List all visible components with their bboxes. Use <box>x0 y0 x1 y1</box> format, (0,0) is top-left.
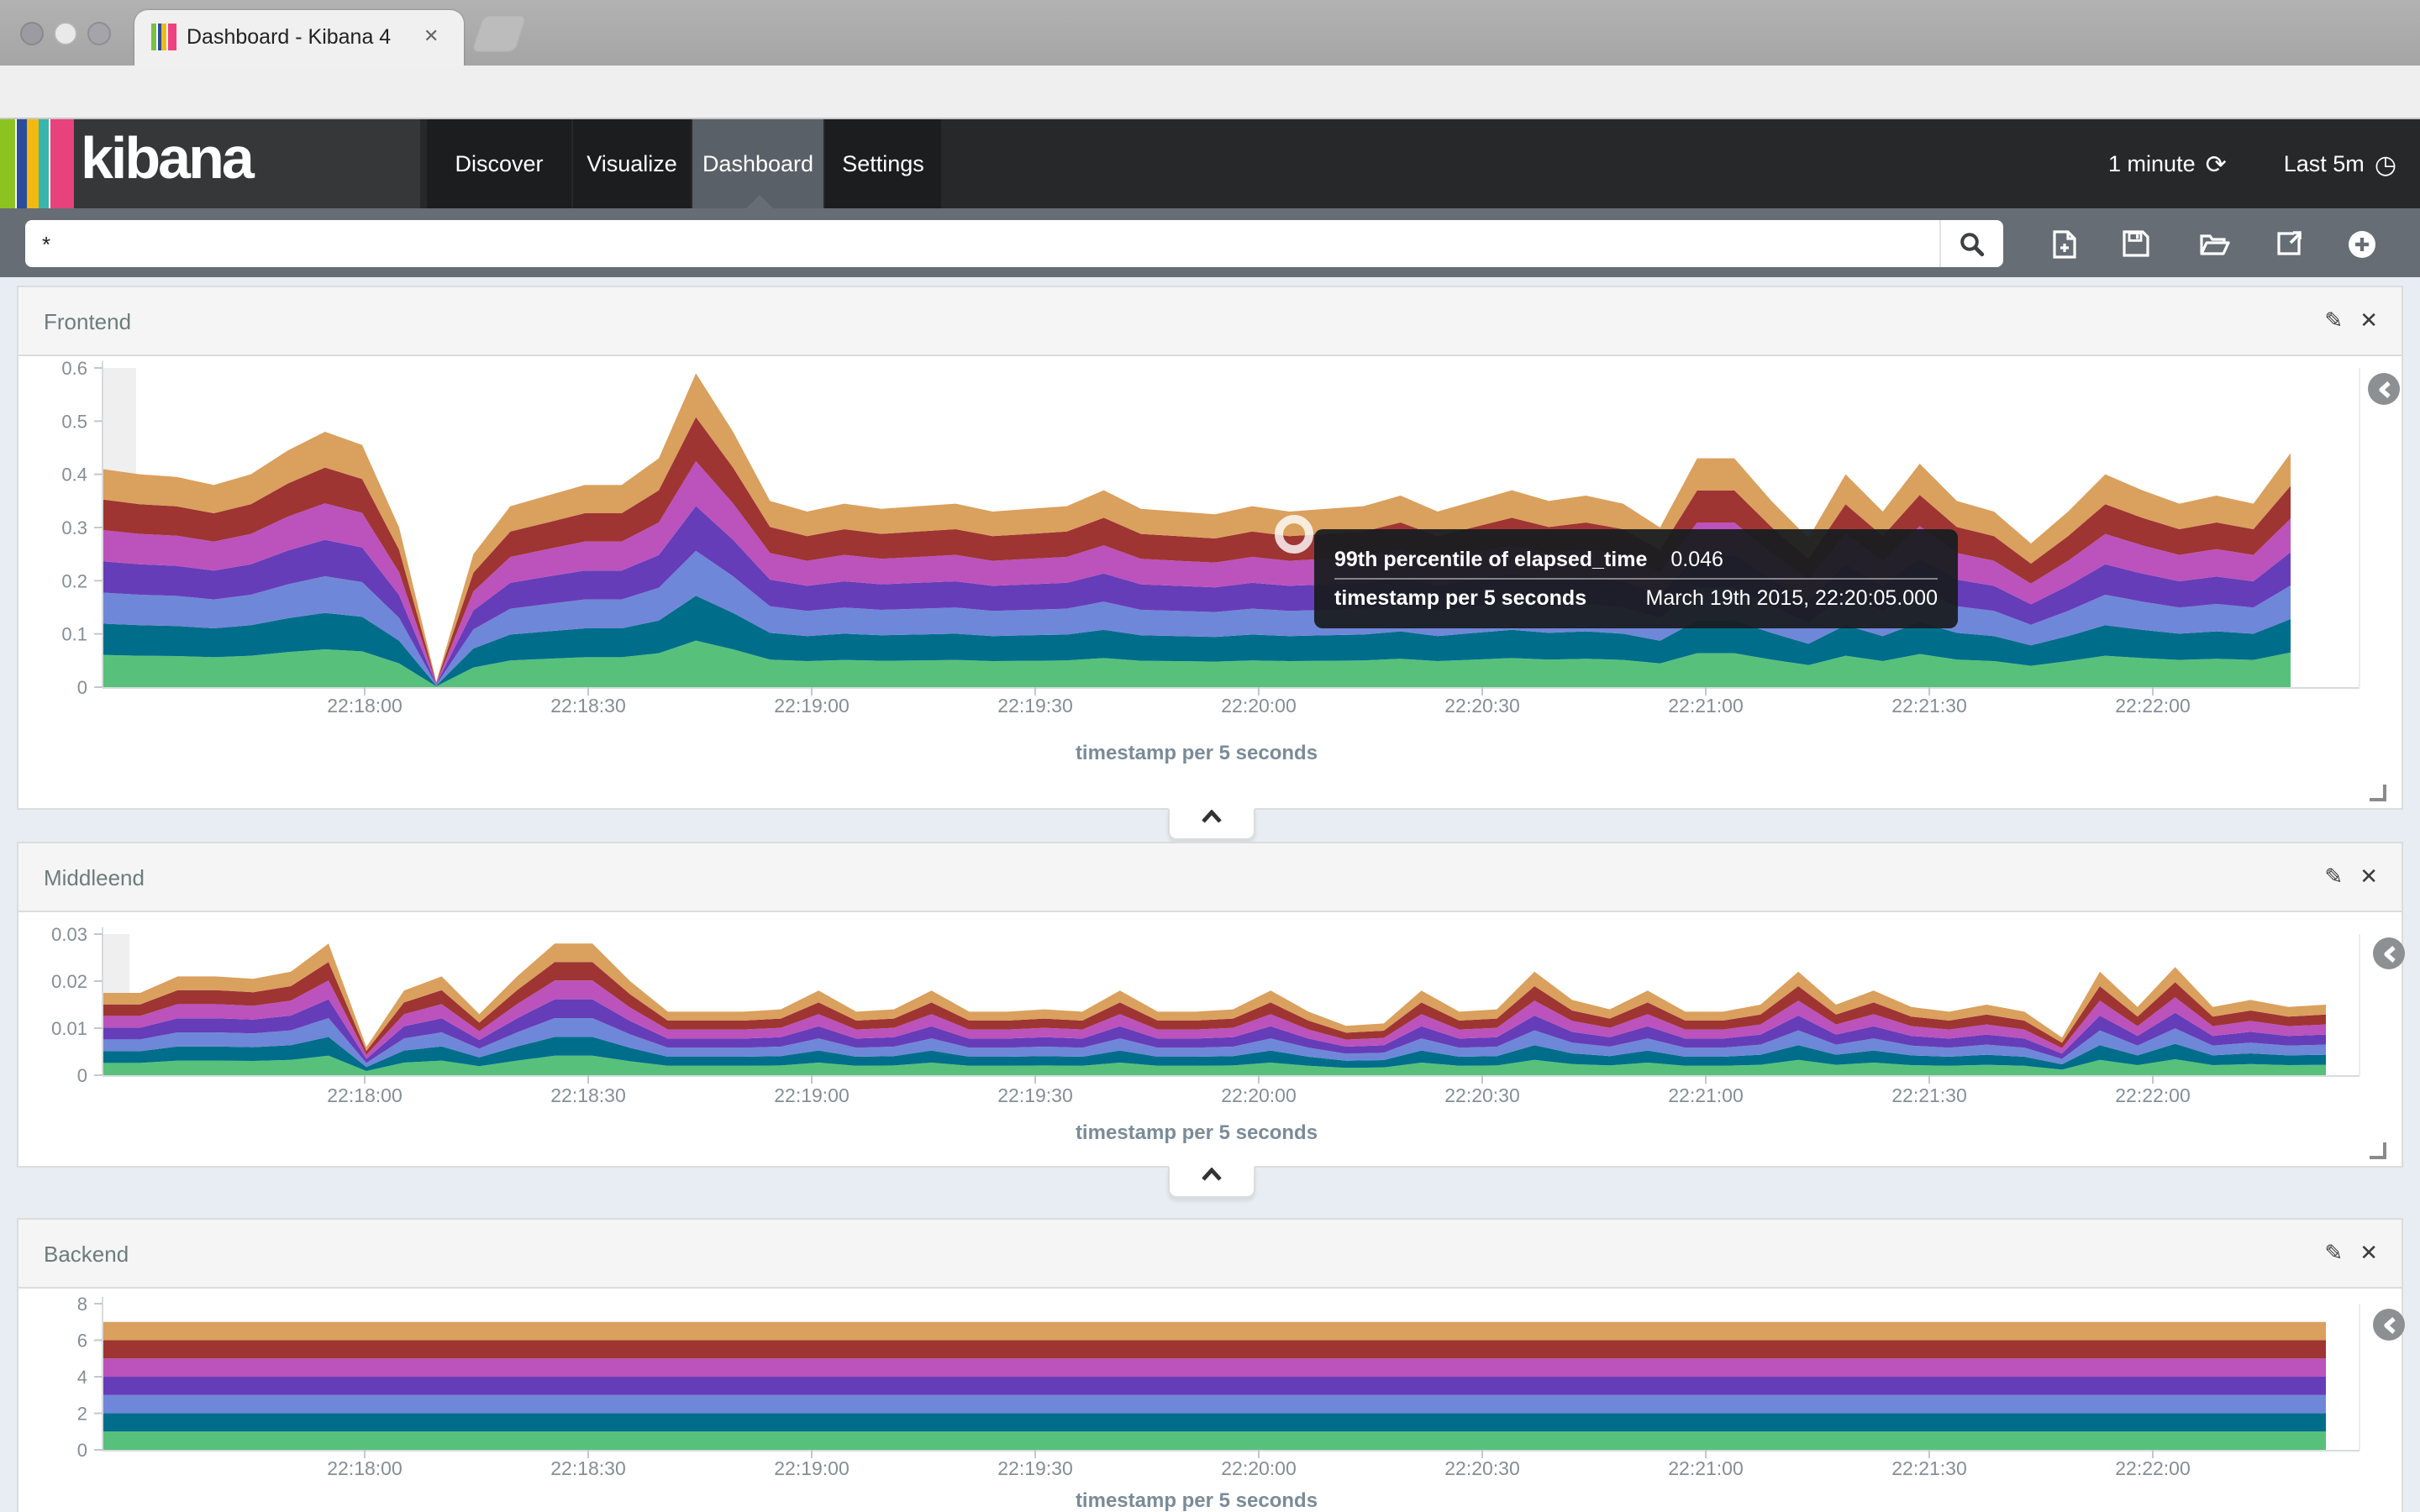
active-tab-caret <box>746 195 773 208</box>
panel-backend: Backend ✎ ✕ <box>17 1218 2403 1512</box>
load-dashboard-button[interactable] <box>2200 228 2230 259</box>
browser-tab[interactable]: Dashboard - Kibana 4 ✕ <box>134 10 464 66</box>
new-tab-button[interactable] <box>471 15 528 52</box>
time-range-button[interactable]: Last 5m ◷ <box>2284 149 2396 179</box>
collapse-panel-button[interactable] <box>1168 1166 1255 1198</box>
tooltip-metric-label: 99th percentile of elapsed_time <box>1334 548 1648 571</box>
chevron-up-icon <box>1202 1168 1222 1181</box>
refresh-interval-button[interactable]: 1 minute ⟳ <box>2108 149 2227 179</box>
timepicker: 1 minute ⟳ Last 5m ◷ <box>2108 119 2396 208</box>
chart-tooltip: 99th percentile of elapsed_time 0.046 ti… <box>1314 529 1958 628</box>
refresh-icon: ⟳ <box>2205 150 2227 179</box>
nav-item-settings[interactable]: Settings <box>825 119 941 208</box>
collapse-panel-button[interactable] <box>1168 808 1255 840</box>
edit-panel-icon[interactable]: ✎ <box>2324 307 2344 333</box>
tooltip-bucket-value: March 19th 2015, 22:20:05.000 <box>1645 586 1939 610</box>
panel-frontend-header: Frontend ✎ ✕ <box>18 287 2402 356</box>
nav-item-visualize[interactable]: Visualize <box>573 119 691 208</box>
remove-panel-icon[interactable]: ✕ <box>2360 307 2378 333</box>
search-button[interactable] <box>1939 220 2003 267</box>
save-dashboard-button[interactable] <box>2121 228 2151 259</box>
restore-time-icon[interactable] <box>2373 1309 2405 1341</box>
panel-title: Middleend <box>44 864 145 890</box>
nav-item-discover[interactable]: Discover <box>427 119 571 208</box>
restore-time-icon[interactable] <box>2368 373 2400 405</box>
panel-title: Frontend <box>44 308 132 333</box>
new-document-icon <box>2052 229 2075 258</box>
remove-panel-icon[interactable]: ✕ <box>2360 864 2378 889</box>
tooltip-bucket-label: timestamp per 5 seconds <box>1334 586 1587 610</box>
share-icon <box>2277 231 2302 255</box>
search-icon <box>1960 232 1985 256</box>
save-icon <box>2123 230 2149 257</box>
panel-title: Backend <box>44 1241 129 1266</box>
share-dashboard-button[interactable] <box>2274 228 2304 259</box>
edit-panel-icon[interactable]: ✎ <box>2324 864 2344 889</box>
nav-item-dashboard[interactable]: Dashboard <box>692 119 823 208</box>
window-zoom-button[interactable] <box>87 22 111 45</box>
clock-icon: ◷ <box>2374 150 2396 179</box>
panel-frontend: Frontend ✎ ✕ <box>17 286 2403 810</box>
remove-panel-icon[interactable]: ✕ <box>2360 1240 2378 1265</box>
chevron-up-icon <box>1202 810 1222 823</box>
restore-time-icon[interactable] <box>2373 937 2405 969</box>
search-input[interactable] <box>25 220 1939 267</box>
tooltip-metric-value: 0.046 <box>1670 548 1723 571</box>
kibana-logo-background <box>74 119 420 208</box>
browser-toolbar: ← → ↻ localhost:5601/?#/dashboard?_a=(fi… <box>0 66 2420 178</box>
window-close-button[interactable] <box>20 22 44 45</box>
window-minimize-button[interactable] <box>54 22 77 45</box>
refresh-interval-label: 1 minute <box>2108 151 2196 176</box>
time-range-label: Last 5m <box>2283 151 2365 176</box>
open-folder-icon <box>2200 234 2230 255</box>
browser-titlebar: Dashboard - Kibana 4 ✕ <box>0 0 2420 66</box>
panel-resize-handle[interactable] <box>2370 785 2386 801</box>
panel-backend-header: Backend ✎ ✕ <box>18 1220 2402 1289</box>
tab-title: Dashboard - Kibana 4 <box>187 25 392 49</box>
plus-circle-icon <box>2348 230 2375 257</box>
tab-close-icon[interactable]: ✕ <box>424 27 439 47</box>
panel-resize-handle[interactable] <box>2370 1142 2386 1159</box>
kibana-wordmark: kibana <box>81 126 255 192</box>
kibana-logo-stripes <box>0 119 74 208</box>
new-dashboard-button[interactable] <box>2049 228 2079 259</box>
add-visualization-button[interactable] <box>2346 228 2376 259</box>
kibana-favicon <box>151 24 176 50</box>
kibana-navbar: kibana Discover Visualize Dashboard Sett… <box>0 119 2420 208</box>
panel-middleend-header: Middleend ✎ ✕ <box>18 843 2402 912</box>
edit-panel-icon[interactable]: ✎ <box>2324 1240 2344 1265</box>
panel-middleend: Middleend ✎ ✕ <box>17 842 2403 1168</box>
